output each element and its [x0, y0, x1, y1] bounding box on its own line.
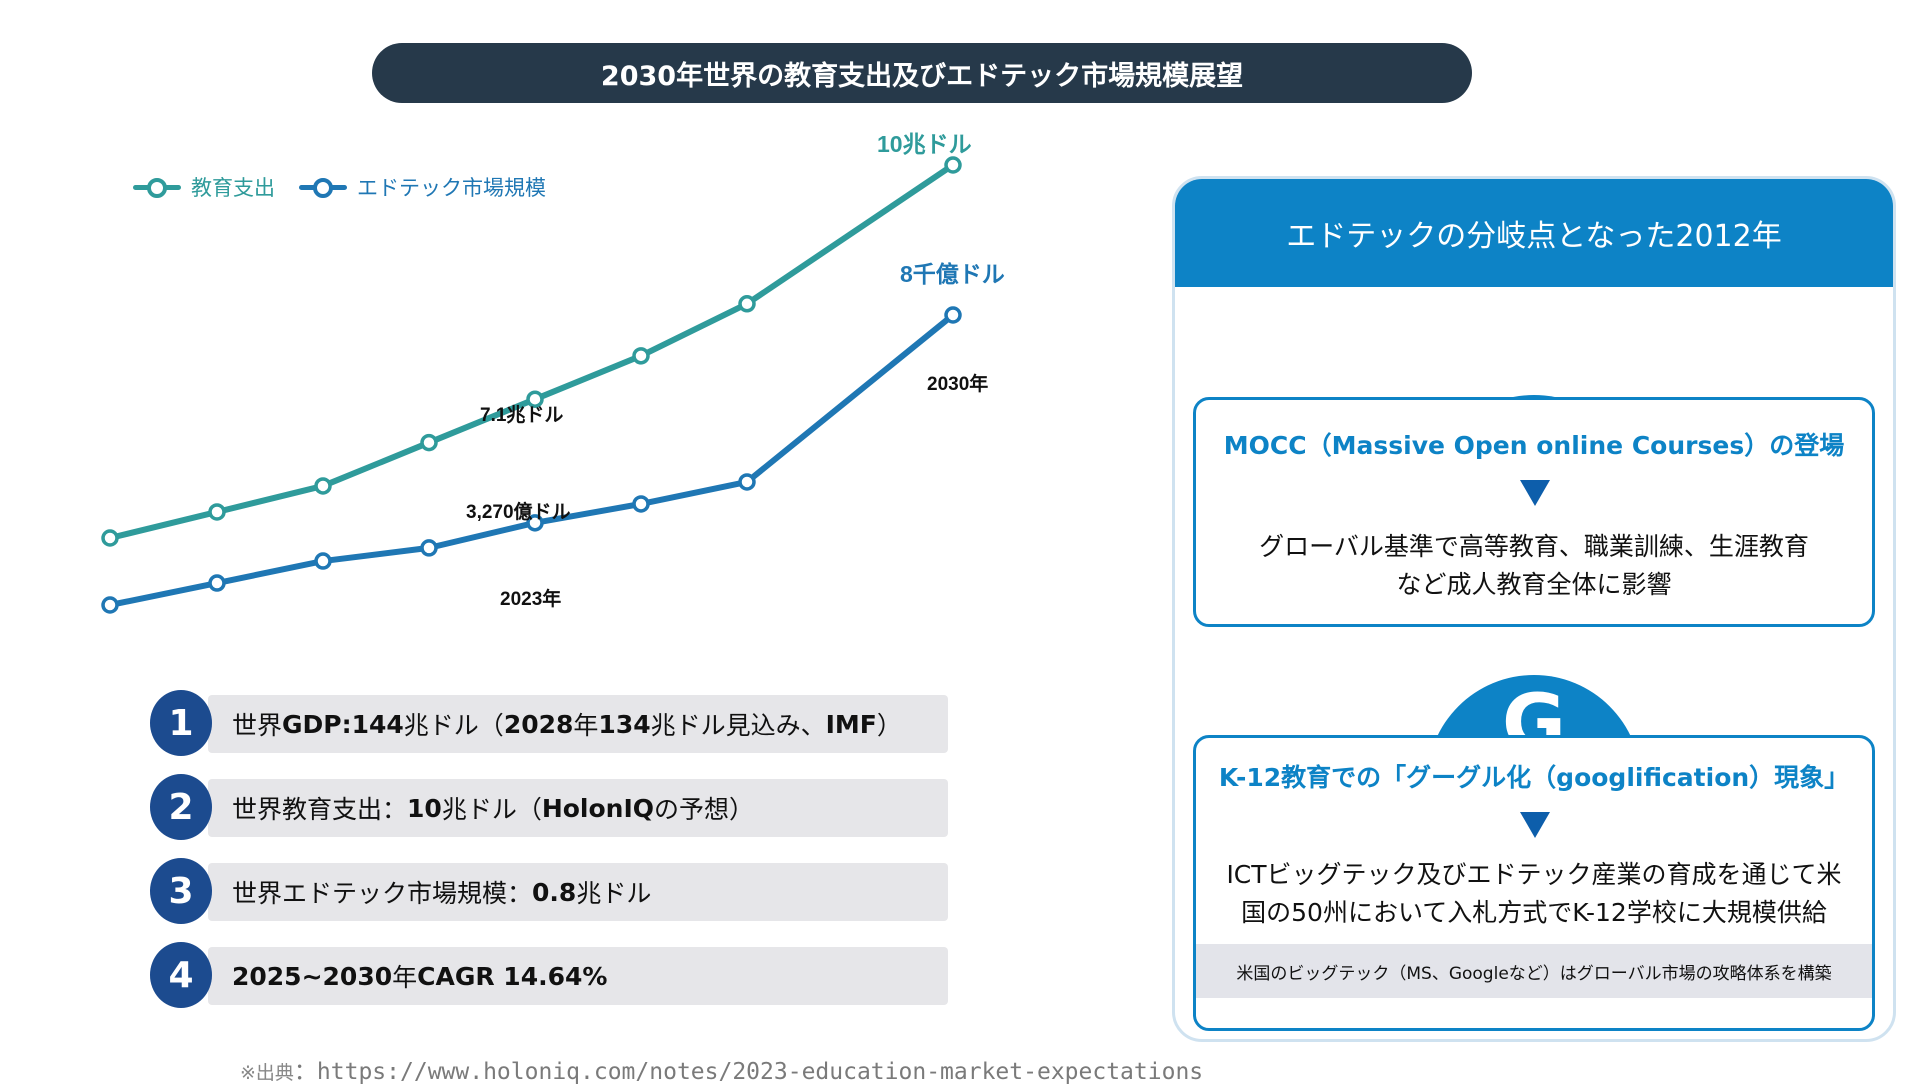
fact-text-segment: 世界教育支出：	[232, 795, 408, 824]
fact-text: 2025~2030 年 CAGR 14.64%	[232, 947, 607, 1005]
fact-text-segment: 2025~2030	[232, 961, 393, 991]
fact-item: 3 世界エドテック市場規模： 0.8 兆ドル	[150, 856, 950, 926]
fact-number-badge: 3	[150, 858, 212, 924]
fact-text: 世界教育支出： 10 兆ドル（ HolonIQ の予想）	[232, 779, 754, 837]
panel-header: エドテックの分岐点となった2012年	[1175, 179, 1893, 287]
fact-background	[208, 947, 948, 1005]
fact-background	[208, 695, 948, 753]
edtech-2012-panel: エドテックの分岐点となった2012年 MOCC（Massive Open onl…	[1172, 176, 1896, 1042]
fact-item: 4 2025~2030 年 CAGR 14.64%	[150, 940, 950, 1010]
arrow-down-icon	[1520, 480, 1550, 506]
legend-label-spend: 教育支出	[191, 176, 275, 200]
fact-text-segment: 年	[392, 963, 418, 992]
fact-text-segment: IMF	[825, 709, 877, 739]
source-citation: ※出典：https://www.holoniq.com/notes/2023-e…	[240, 1052, 1203, 1086]
fact-text-segment: 兆ドル見込み、	[650, 711, 826, 740]
googlification-body: ICTビッグテック及びエドテック産業の育成を通じて米 国の50州において入札方式…	[1216, 856, 1852, 932]
fact-text: 世界 GDP:144 兆ドル（ 2028 年 134 兆ドル見込み、 IMF）	[232, 695, 902, 753]
googlification-body-line1: ICTビッグテック及びエドテック産業の育成を通じて米	[1226, 860, 1842, 889]
data-point-1-2	[314, 552, 332, 570]
data-point-1-1	[208, 574, 226, 592]
fact-background	[208, 779, 948, 837]
fact-text-segment: GDP:144	[282, 709, 404, 739]
legend-label-edtech: エドテック市場規模	[357, 176, 546, 200]
data-point-0-5	[632, 347, 650, 365]
mocc-body-line2: など成人教育全体に影響	[1396, 570, 1672, 599]
fact-text-segment: 0.8	[532, 877, 577, 907]
data-point-0-1	[208, 503, 226, 521]
data-point-0-4	[526, 390, 544, 408]
data-point-1-0	[101, 596, 119, 614]
fact-text: 世界エドテック市場規模： 0.8 兆ドル	[232, 863, 651, 921]
data-point-0-2	[314, 477, 332, 495]
fact-number-badge: 1	[150, 690, 212, 756]
annotation-edtech-2023: 3,270億ドル	[466, 500, 571, 523]
source-url: ：https://www.holoniq.com/notes/2023-educ…	[293, 1059, 1204, 1085]
fact-item: 2 世界教育支出： 10 兆ドル（ HolonIQ の予想）	[150, 772, 950, 842]
series-line-0	[109, 162, 955, 541]
line-chart: 10兆ドル 8千億ドル 7.1兆ドル 3,270億ドル 2023年 2030年	[101, 131, 1005, 614]
annotation-year-2030: 2030年	[927, 372, 988, 395]
fact-text-segment: HolonIQ	[541, 793, 655, 823]
fact-text-segment: 世界	[232, 711, 283, 740]
page-title: 2030年世界の教育支出及びエドテック市場規模展望	[372, 43, 1472, 103]
data-point-1-7	[944, 306, 962, 324]
googlification-box: K-12教育での「グーグル化（googlification）現象」 ICTビッグ…	[1193, 735, 1875, 1031]
fact-number-badge: 4	[150, 942, 212, 1008]
data-point-1-4	[526, 514, 544, 532]
data-point-0-3	[420, 433, 438, 452]
legend-marker-spend	[133, 176, 181, 198]
source-label: ※出典	[240, 1062, 294, 1084]
fact-text-segment: 兆ドル	[576, 879, 652, 908]
fact-text-segment: CAGR 14.64%	[417, 961, 608, 991]
annotation-spend-2023: 7.1兆ドル	[480, 404, 563, 426]
fact-text-segment: 134	[598, 709, 651, 739]
data-point-0-6	[738, 295, 756, 313]
annotation-edtech-end: 8千億ドル	[900, 261, 1005, 287]
series-line-1	[109, 312, 955, 608]
googlification-body-line2: 国の50州において入札方式でK-12学校に大規模供給	[1241, 898, 1827, 927]
chart-legend: 教育支出 エドテック市場規模	[133, 172, 546, 202]
fact-text-segment: ）	[876, 711, 902, 740]
fact-text-segment: 2028	[503, 709, 574, 739]
data-point-0-0	[101, 529, 119, 547]
googlification-heading: K-12教育での「グーグル化（googlification）現象」	[1218, 763, 1850, 792]
fact-text-segment: 10	[407, 793, 442, 823]
mocc-body-line1: グローバル基準で高等教育、職業訓練、生涯教育	[1259, 532, 1809, 561]
fact-text-segment: 世界エドテック市場規模：	[232, 879, 533, 908]
data-point-1-3	[420, 539, 438, 557]
fact-text-segment: 兆ドル（	[403, 711, 504, 740]
bigtech-note: 米国のビッグテック（MS、Googleなど）はグローバル市場の攻略体系を構築	[1196, 944, 1872, 998]
data-point-0-7	[944, 156, 962, 174]
arrow-down-icon	[1520, 812, 1550, 838]
mocc-box: MOCC（Massive Open online Courses）の登場 グロー…	[1193, 397, 1875, 627]
annotation-year-2023: 2023年	[500, 587, 561, 610]
legend-marker-edtech	[299, 176, 347, 198]
mocc-heading: MOCC（Massive Open online Courses）の登場	[1223, 431, 1845, 460]
data-point-1-6	[738, 473, 756, 491]
fact-text-segment: の予想）	[654, 795, 755, 824]
fact-item: 1 世界 GDP:144 兆ドル（ 2028 年 134 兆ドル見込み、 IMF）	[150, 688, 950, 758]
annotation-spend-end: 10兆ドル	[877, 131, 972, 157]
fact-text-segment: 兆ドル（	[441, 795, 542, 824]
fact-number-badge: 2	[150, 774, 212, 840]
mocc-body: グローバル基準で高等教育、職業訓練、生涯教育 など成人教育全体に影響	[1216, 528, 1852, 604]
fact-background	[208, 863, 948, 921]
data-point-1-5	[632, 495, 650, 513]
fact-text-segment: 年	[573, 711, 599, 740]
